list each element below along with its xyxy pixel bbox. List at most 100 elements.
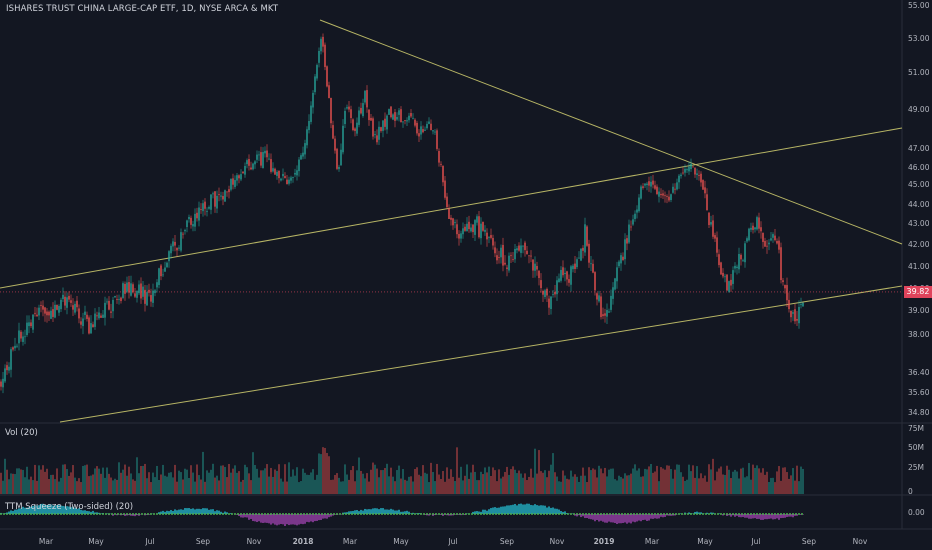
candle-body	[430, 123, 432, 131]
ttm-histogram-bar	[670, 514, 672, 516]
ttm-histogram-bar	[220, 511, 222, 514]
volume-bar	[216, 475, 218, 494]
volume-bar	[400, 478, 402, 494]
candle-body	[88, 317, 90, 334]
candle-body	[362, 103, 364, 117]
candle-body	[264, 150, 266, 154]
candle-body	[288, 179, 290, 184]
candle-body	[638, 197, 640, 212]
volume-bar	[282, 481, 284, 494]
candle-body	[504, 262, 506, 265]
candle-body	[776, 241, 778, 244]
volume-bar	[684, 480, 686, 494]
ttm-histogram-bar	[10, 510, 12, 514]
time-axis-label: Sep	[196, 537, 210, 546]
ttm-histogram-bar	[498, 507, 500, 514]
volume-bar	[112, 480, 114, 494]
price-axis-label: 53.00	[908, 34, 930, 43]
ttm-histogram-bar	[198, 508, 200, 514]
candle-body	[624, 239, 626, 260]
volume-bar	[354, 481, 356, 494]
ttm-histogram-bar	[432, 514, 434, 516]
volume-bar	[280, 478, 282, 494]
price-axis-label: 47.00	[908, 144, 930, 153]
candle-body	[114, 295, 116, 298]
volume-bar	[134, 480, 136, 494]
ttm-histogram-bar	[596, 514, 598, 520]
volume-bar	[788, 478, 790, 494]
ttm-histogram-bar	[172, 510, 174, 514]
volume-bar	[16, 468, 18, 494]
ttm-histogram-bar	[522, 504, 524, 514]
volume-bar	[718, 468, 720, 494]
ttm-histogram-bar	[356, 510, 358, 514]
price-axis-label: 42.00	[908, 240, 930, 249]
ttm-histogram-bar	[66, 506, 68, 514]
ttm-histogram-bar	[574, 514, 576, 516]
ttm-histogram-bar	[210, 509, 212, 514]
volume-bar	[628, 475, 630, 494]
volume-bar	[682, 476, 684, 494]
volume-bar	[340, 481, 342, 494]
volume-bar	[22, 469, 24, 494]
volume-bar	[82, 465, 84, 494]
volume-bar	[122, 469, 124, 494]
time-axis-label: Jul	[144, 537, 154, 546]
volume-bar	[4, 458, 6, 494]
candle-body	[326, 66, 328, 87]
volume-bar	[36, 480, 38, 494]
candle-body	[204, 201, 206, 209]
candle-body	[710, 222, 712, 225]
candle-body	[352, 119, 354, 131]
candle-body	[400, 109, 402, 123]
ttm-histogram-bar	[170, 510, 172, 514]
volume-bar	[420, 476, 422, 494]
candle-body	[328, 85, 330, 99]
volume-bar	[698, 478, 700, 494]
ttm-histogram-bar	[396, 510, 398, 514]
ttm-histogram-bar	[482, 509, 484, 514]
ttm-histogram-bar	[402, 511, 404, 514]
candle-body	[754, 227, 756, 230]
ttm-histogram-bar	[308, 514, 310, 523]
ttm-histogram-bar	[86, 510, 88, 514]
volume-bar	[650, 464, 652, 494]
volume-bar	[38, 465, 40, 494]
volume-bar	[208, 472, 210, 494]
volume-bar	[598, 465, 600, 494]
volume-bar	[580, 475, 582, 494]
volume-bar	[30, 476, 32, 494]
candle-body	[310, 105, 312, 122]
volume-bar	[32, 480, 34, 494]
ttm-panel-label: TTM Squeeze (Two-sided) (20)	[5, 502, 134, 512]
ttm-histogram-bar	[742, 514, 744, 518]
volume-bar	[310, 472, 312, 494]
time-axis-label: Jul	[447, 537, 457, 546]
volume-bar	[132, 479, 134, 494]
ttm-histogram-bar	[48, 504, 50, 514]
candle-body	[542, 291, 544, 295]
candle-body	[124, 283, 126, 294]
ttm-histogram-bar	[544, 505, 546, 514]
volume-bar	[796, 465, 798, 494]
volume-bar	[786, 472, 788, 494]
ttm-histogram-bar	[262, 514, 264, 523]
ttm-histogram-bar	[508, 505, 510, 514]
volume-bar	[360, 470, 362, 494]
candle-body	[138, 284, 140, 294]
volume-bar	[568, 479, 570, 494]
candle-body	[600, 296, 602, 318]
ttm-histogram-bar	[540, 505, 542, 514]
ttm-histogram-bar	[372, 508, 374, 514]
volume-bar	[672, 478, 674, 494]
ttm-histogram-bar	[252, 514, 254, 522]
ttm-histogram-bar	[350, 511, 352, 514]
candle-body	[494, 247, 496, 254]
candle-body	[470, 227, 472, 232]
volume-bar	[758, 468, 760, 494]
ttm-histogram-bar	[38, 505, 40, 514]
ttm-histogram-bar	[536, 505, 538, 514]
ttm-histogram-bar	[352, 510, 354, 514]
volume-bar	[666, 465, 668, 494]
